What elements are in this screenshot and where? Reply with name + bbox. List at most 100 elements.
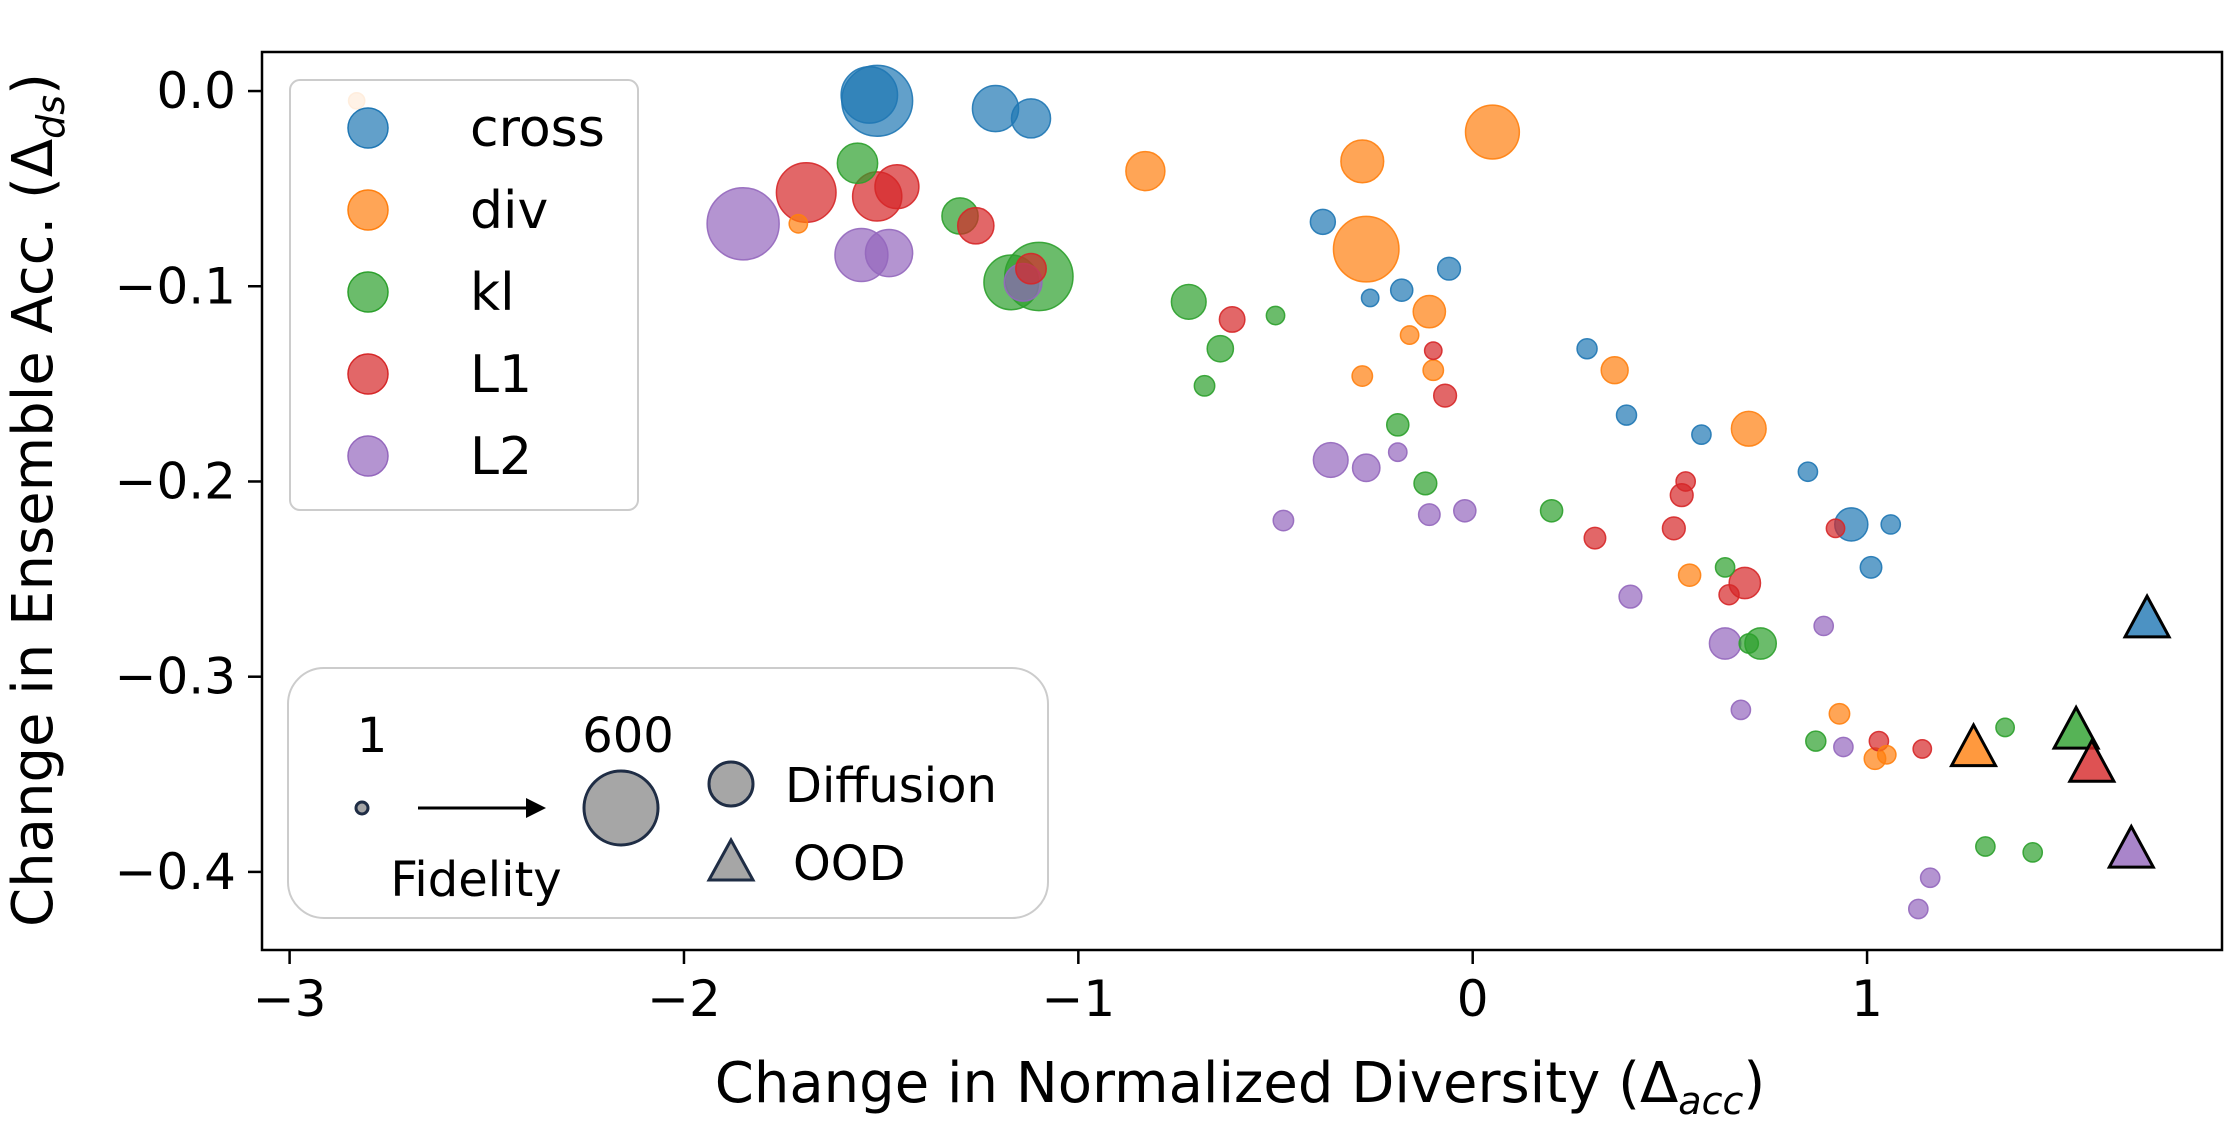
- diffusion-point-kl: [1738, 633, 1760, 654]
- diffusion-point-kl: [2022, 842, 2044, 863]
- diffusion-point-l2: [706, 187, 780, 261]
- x-tick-label: 0: [1457, 970, 1489, 1028]
- arrow-right-icon: [526, 798, 546, 818]
- ood-point-cross: [2122, 592, 2172, 639]
- diffusion-label: Diffusion: [785, 758, 997, 814]
- legend-marker-div: [347, 189, 389, 231]
- diffusion-point-cross: [1360, 288, 1380, 308]
- diffusion-point-div: [1464, 104, 1521, 160]
- diffusion-point-l1: [1718, 583, 1740, 606]
- diffusion-point-div: [1677, 563, 1702, 587]
- legend-label-kl: kl: [470, 263, 515, 323]
- diffusion-point-div: [1412, 294, 1447, 329]
- diffusion-point-kl: [1539, 498, 1564, 523]
- diffusion-point-l1: [1825, 518, 1846, 539]
- diffusion-point-div: [1600, 356, 1629, 385]
- diffusion-point-div: [1876, 744, 1897, 765]
- x-tick-label: −3: [253, 970, 327, 1028]
- diffusion-point-cross: [1576, 337, 1598, 360]
- diffusion-point-l2: [1708, 627, 1742, 660]
- diffusion-point-l1: [1432, 383, 1458, 408]
- diffusion-point-l1: [1661, 516, 1686, 541]
- diffusion-point-l1: [956, 206, 995, 245]
- diffusion-point-l2: [1351, 453, 1381, 483]
- diffusion-point-cross: [1436, 256, 1462, 281]
- size-legend-min-label: 1: [357, 708, 388, 764]
- diffusion-point-div: [1422, 359, 1445, 382]
- diffusion-point-kl: [1975, 836, 1996, 857]
- diffusion-point-l1: [1675, 471, 1697, 492]
- diffusion-point-div: [1730, 410, 1767, 447]
- y-tick-label: 0.0: [156, 62, 236, 120]
- ood-point-l1: [2067, 737, 2117, 783]
- diffusion-point-l1: [1015, 252, 1047, 285]
- ood-point-div: [1949, 721, 1999, 768]
- diffusion-point-l1: [775, 161, 837, 224]
- size-legend-min-marker: [354, 800, 370, 816]
- diffusion-point-cross: [1859, 555, 1883, 579]
- diffusion-point-cross: [1880, 514, 1902, 535]
- diffusion-point-kl: [1995, 717, 2016, 738]
- data-points: [347, 64, 2044, 920]
- y-axis-ticks: 0.0 −0.1 −0.2 −0.3 −0.4: [115, 62, 262, 901]
- diffusion-point-div: [1828, 702, 1851, 725]
- diffusion-point-cross: [1691, 424, 1712, 445]
- diffusion-point-l1: [1218, 305, 1246, 333]
- ood-triangle-icon: [706, 836, 756, 882]
- diffusion-point-l2: [1813, 615, 1835, 637]
- legend-marker-kl: [347, 271, 389, 313]
- ood-point-kl: [2051, 704, 2101, 750]
- diffusion-point-cross: [1010, 98, 1052, 139]
- size-legend-max-label: 600: [582, 708, 674, 764]
- diffusion-point-l2: [1618, 584, 1643, 609]
- diffusion-point-l2: [1833, 736, 1854, 758]
- ood-label: OOD: [793, 836, 906, 892]
- x-axis-ticks: −3 −2 −1 0 1: [253, 950, 1883, 1028]
- diffusion-point-div: [1399, 325, 1420, 345]
- diffusion-point-kl: [1265, 305, 1286, 326]
- diffusion-point-l1: [1423, 341, 1443, 361]
- diffusion-marker-icon: [707, 760, 755, 808]
- legend-label-div: div: [470, 181, 548, 241]
- diffusion-point-l2: [1907, 898, 1929, 920]
- legend-marker-l1: [347, 353, 389, 395]
- diffusion-point-div: [788, 213, 809, 234]
- diffusion-point-cross: [971, 84, 1020, 133]
- diffusion-point-div: [1125, 150, 1166, 192]
- series-legend-box: [289, 79, 639, 511]
- diffusion-point-cross: [1615, 404, 1638, 426]
- x-tick-label: −2: [647, 970, 721, 1028]
- y-tick-label: −0.3: [115, 648, 236, 706]
- diffusion-point-l2: [1730, 699, 1752, 721]
- diffusion-point-kl: [1714, 557, 1736, 578]
- size-legend-max-marker: [582, 769, 660, 847]
- diffusion-point-l1: [1583, 526, 1607, 550]
- diffusion-point-div: [1332, 215, 1400, 283]
- diffusion-point-l2: [1387, 442, 1408, 463]
- diffusion-point-kl: [1170, 283, 1207, 320]
- legend-marker-l2: [347, 435, 389, 477]
- size-legend-title: Fidelity: [390, 852, 561, 908]
- diffusion-point-l1: [874, 163, 920, 210]
- y-tick-label: −0.4: [115, 843, 236, 901]
- ood-markers: [1949, 592, 2172, 869]
- x-axis-title: Change in Normalized Diversity (Δacc): [715, 1051, 1765, 1120]
- diffusion-point-div: [1340, 139, 1385, 184]
- diffusion-point-kl: [1206, 334, 1235, 363]
- diffusion-point-l2: [1417, 503, 1441, 527]
- series-legend: cross div kl L1 L2: [289, 79, 639, 511]
- diffusion-point-kl: [1805, 730, 1827, 752]
- diffusion-point-cross: [1797, 461, 1819, 483]
- diffusion-point-kl: [836, 142, 879, 185]
- size-legend: 1 600 Fidelity Diffusion OOD: [287, 667, 1049, 919]
- legend-label-l1: L1: [470, 345, 532, 405]
- diffusion-point-cross: [840, 65, 899, 124]
- diffusion-point-l2: [1272, 509, 1295, 532]
- diffusion-point-l2: [1312, 441, 1349, 479]
- diffusion-point-l2: [1453, 498, 1477, 523]
- size-legend-box: [287, 667, 1049, 919]
- x-tick-label: −1: [1041, 970, 1115, 1028]
- y-tick-label: −0.2: [115, 452, 236, 510]
